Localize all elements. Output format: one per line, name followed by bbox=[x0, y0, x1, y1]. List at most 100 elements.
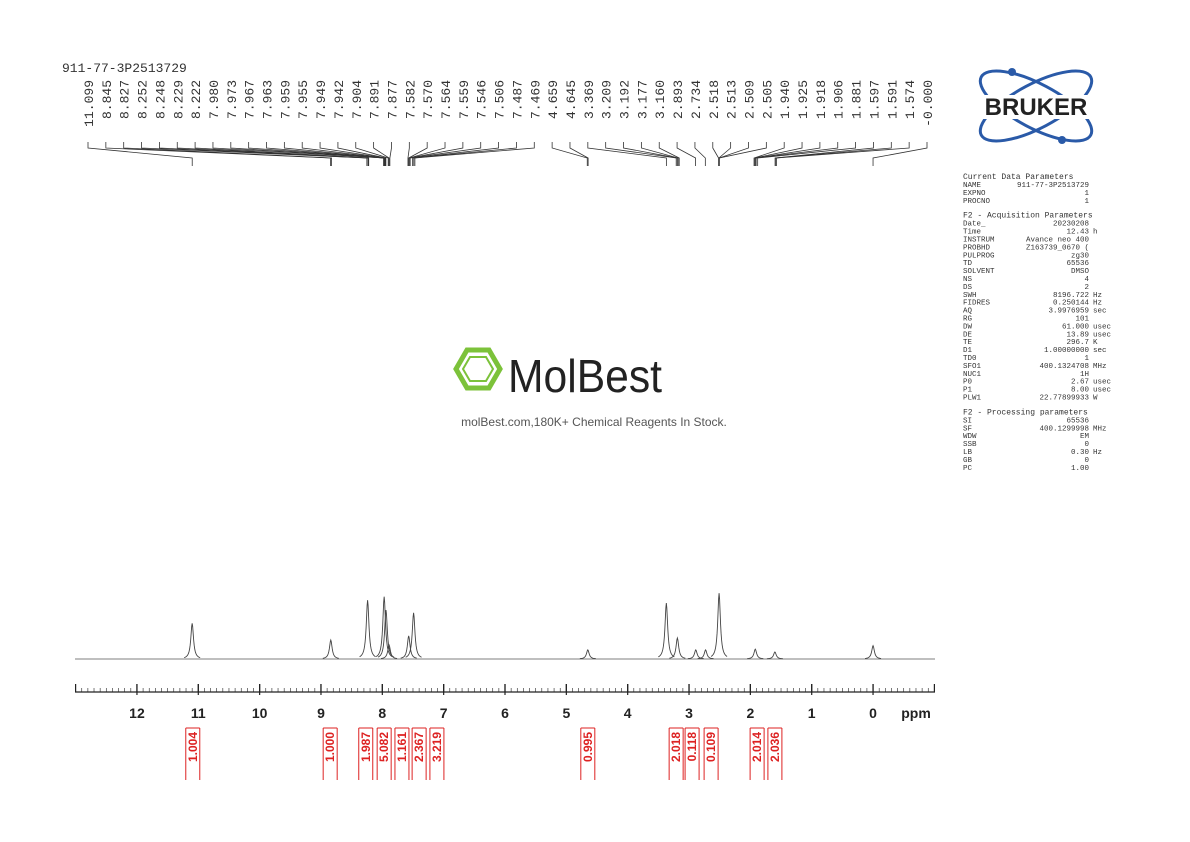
parameter-key: SI bbox=[963, 417, 972, 425]
peak-label: 1.597 bbox=[867, 80, 882, 119]
integral-label: 1.987 bbox=[359, 732, 373, 762]
parameter-value: zg30 bbox=[1071, 252, 1090, 260]
parameter-key: NAME bbox=[963, 182, 982, 190]
peak-label-leader bbox=[623, 142, 678, 166]
peak-label: 4.659 bbox=[546, 80, 561, 119]
peak-label-leader bbox=[776, 142, 910, 166]
parameter-value: 61.000 bbox=[1062, 323, 1090, 331]
peak-label-leader bbox=[408, 142, 464, 166]
peak-label: 2.734 bbox=[689, 80, 704, 119]
peak-label: 1.906 bbox=[832, 80, 847, 119]
peak-label: 7.506 bbox=[493, 80, 508, 119]
parameter-key: DE bbox=[963, 331, 973, 339]
x-tick-label: 6 bbox=[501, 705, 509, 721]
spectrum-peak bbox=[687, 649, 704, 660]
integral-label: 0.118 bbox=[685, 732, 699, 762]
peak-label: 7.980 bbox=[207, 80, 222, 119]
x-tick-label: 7 bbox=[440, 705, 448, 721]
peak-label-leader bbox=[409, 142, 482, 166]
peak-label-leader bbox=[176, 142, 369, 166]
peak-label-leader bbox=[640, 142, 679, 166]
peak-label-leader bbox=[694, 142, 706, 166]
peak-label-leader bbox=[159, 142, 368, 166]
x-tick-label: 4 bbox=[624, 705, 632, 721]
x-tick-label: 2 bbox=[746, 705, 754, 721]
peak-label-leader bbox=[414, 142, 535, 166]
peak-label: 8.229 bbox=[171, 80, 186, 119]
brand-tagline: molBest.com,180K+ Chemical Reagents In S… bbox=[461, 415, 727, 429]
peak-label: 1.881 bbox=[850, 80, 865, 119]
peak-label-leader bbox=[754, 142, 803, 166]
peak-label: 2.505 bbox=[760, 80, 775, 119]
spectrum-peak bbox=[400, 635, 417, 659]
parameter-key: PULPROG bbox=[963, 252, 995, 260]
bruker-logo: BRUKER bbox=[958, 68, 1114, 144]
peak-label-leader bbox=[355, 142, 389, 166]
parameter-value: 0 bbox=[1084, 441, 1089, 449]
peak-label: 7.546 bbox=[475, 80, 490, 119]
peak-label: -0.000 bbox=[921, 80, 936, 127]
spectrum-peak bbox=[405, 612, 422, 658]
parameter-value: 0.250144 bbox=[1053, 300, 1090, 308]
parameter-value: 0.30 bbox=[1071, 449, 1090, 457]
x-tick-label: 5 bbox=[562, 705, 570, 721]
x-tick-label: 0 bbox=[869, 705, 877, 721]
peak-label-leader bbox=[319, 142, 386, 166]
parameter-unit: usec bbox=[1093, 323, 1111, 331]
peak-label-leader bbox=[775, 142, 892, 166]
peak-label: 7.949 bbox=[314, 80, 329, 119]
peak-label: 2.509 bbox=[742, 80, 757, 119]
parameter-value: 400.1299998 bbox=[1039, 425, 1089, 433]
peak-label-leader bbox=[754, 142, 821, 166]
parameter-unit: MHz bbox=[1093, 425, 1107, 433]
peak-label: 8.248 bbox=[153, 80, 168, 119]
peak-label-leader bbox=[413, 142, 517, 166]
parameter-key: TE bbox=[963, 339, 973, 347]
peak-label: 3.192 bbox=[618, 80, 633, 119]
parameter-unit: Hz bbox=[1093, 292, 1102, 300]
integral-label: 0.109 bbox=[704, 732, 718, 762]
x-tick-label: 10 bbox=[252, 705, 268, 721]
peak-label: 7.487 bbox=[510, 80, 525, 119]
parameter-unit: sec bbox=[1093, 308, 1107, 316]
spectrum-peak bbox=[864, 644, 882, 659]
parameter-key: SSB bbox=[963, 441, 977, 449]
parameter-key: PC bbox=[963, 465, 973, 473]
integral-label: 5.082 bbox=[377, 732, 391, 762]
parameter-value: 20230208 bbox=[1053, 221, 1089, 229]
parameter-key: TD0 bbox=[963, 355, 977, 363]
peak-label-leader bbox=[412, 142, 499, 166]
integral-label: 1.004 bbox=[186, 732, 200, 762]
peak-label: 7.891 bbox=[368, 80, 383, 119]
parameter-key: D1 bbox=[963, 347, 973, 355]
parameter-unit: usec bbox=[1093, 331, 1111, 339]
parameter-unit: usec bbox=[1093, 387, 1111, 395]
peak-label: 8.252 bbox=[136, 80, 151, 119]
peak-label: 3.209 bbox=[600, 80, 615, 119]
parameter-unit: sec bbox=[1093, 347, 1107, 355]
peak-label: 3.160 bbox=[653, 80, 668, 119]
parameter-key: P0 bbox=[963, 379, 973, 387]
peak-label-leader bbox=[551, 142, 588, 166]
peak-label: 4.645 bbox=[564, 80, 579, 119]
peak-label: 8.222 bbox=[189, 80, 204, 119]
peak-label-leader bbox=[658, 142, 680, 166]
parameter-value: 2 bbox=[1084, 284, 1089, 292]
parameter-key: DS bbox=[963, 284, 973, 292]
peak-label-leader bbox=[605, 142, 677, 166]
peak-label-leader bbox=[757, 142, 856, 166]
parameter-key: AQ bbox=[963, 308, 973, 316]
peak-label: 3.369 bbox=[582, 80, 597, 119]
parameter-value: 911-77-3P2513729 bbox=[1017, 182, 1089, 190]
parameter-value: 1 bbox=[1084, 198, 1089, 206]
spectrum-peak bbox=[381, 643, 398, 659]
parameter-key: LB bbox=[963, 449, 973, 457]
peak-label-leader bbox=[753, 142, 785, 166]
peak-label: 7.904 bbox=[350, 80, 365, 119]
peak-label: 7.959 bbox=[278, 80, 293, 119]
parameter-key: SF bbox=[963, 425, 972, 433]
parameter-key: FIDRES bbox=[963, 300, 991, 308]
integral-label: 2.036 bbox=[768, 732, 782, 762]
